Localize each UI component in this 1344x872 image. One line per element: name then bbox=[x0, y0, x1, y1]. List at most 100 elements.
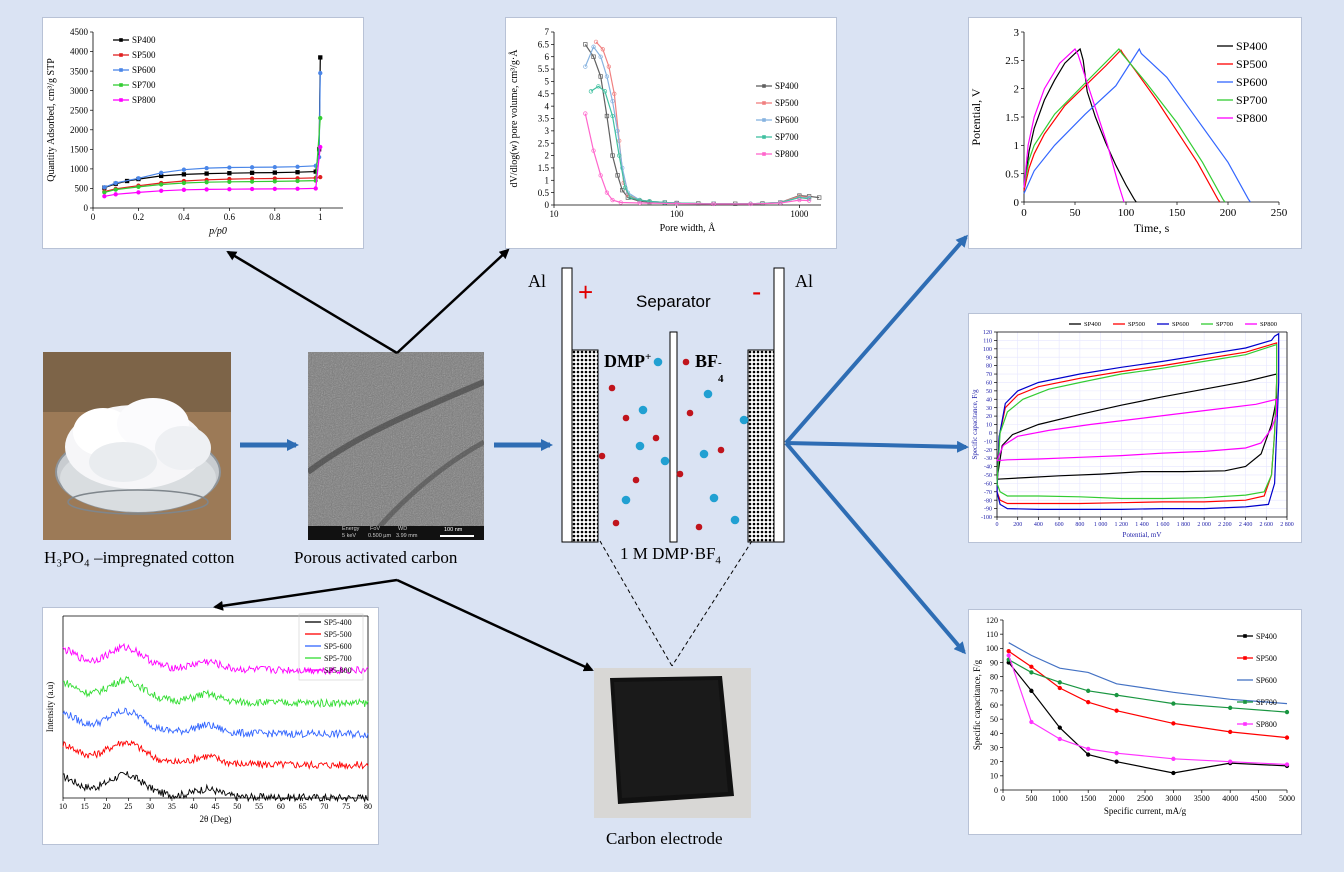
data-point bbox=[1114, 759, 1119, 764]
legend-label-sp5-500: SP5-500 bbox=[324, 630, 352, 639]
rate-chart: 0 500 1000 1500 2000 2500 3000 3500 4000 4500 5000… bbox=[972, 616, 1295, 816]
sem-scale-label: 100 nm bbox=[444, 527, 463, 533]
x-tick-label: 15 bbox=[81, 802, 89, 811]
left-carbon-layer bbox=[571, 349, 599, 543]
legend-label-sp400: SP400 bbox=[775, 81, 799, 91]
data-point bbox=[610, 197, 615, 203]
x-tick-label: 75 bbox=[342, 802, 350, 811]
dashed-line-right bbox=[671, 540, 753, 667]
legend-label-sp700: SP700 bbox=[775, 132, 799, 142]
data-point bbox=[674, 201, 679, 206]
sem-wd-value: 3.99 mm bbox=[396, 533, 418, 539]
data-point bbox=[1171, 701, 1176, 706]
anion-ion bbox=[695, 523, 703, 531]
data-point bbox=[1171, 756, 1176, 761]
y-tick-label: 10 bbox=[986, 423, 992, 429]
legend-label-sp800: SP800 bbox=[1256, 720, 1277, 729]
y-tick-label: 2.5 bbox=[538, 138, 550, 148]
x-tick-label: 1 000 bbox=[1094, 522, 1108, 528]
data-point bbox=[617, 153, 622, 158]
data-point bbox=[662, 200, 667, 205]
y-tick-label: 1.5 bbox=[538, 163, 550, 173]
cation-ion bbox=[739, 415, 749, 425]
data-point bbox=[249, 186, 255, 192]
data-point bbox=[748, 201, 753, 207]
legend-marker bbox=[762, 135, 766, 139]
data-point bbox=[1114, 751, 1119, 756]
y-tick-label: 60 bbox=[986, 381, 992, 387]
data-point bbox=[295, 186, 300, 191]
sem-wd-label: WD bbox=[398, 526, 408, 532]
y-tick-label: 20 bbox=[986, 414, 992, 420]
electrode-photo bbox=[594, 668, 751, 818]
anion-ion bbox=[717, 446, 725, 454]
x-tick-label: 20 bbox=[103, 802, 111, 811]
x-axis-label: Pore width, Å bbox=[660, 222, 717, 234]
data-point bbox=[625, 190, 631, 195]
data-point bbox=[181, 187, 187, 192]
anion-ion bbox=[682, 358, 690, 366]
data-point bbox=[593, 39, 599, 45]
data-point bbox=[181, 167, 187, 172]
legend-label-sp600: SP600 bbox=[132, 65, 156, 75]
legend-marker bbox=[1243, 634, 1247, 638]
x-tick-label: 100 bbox=[670, 209, 684, 219]
y-tick-label: 3000 bbox=[70, 86, 89, 96]
data-point bbox=[596, 84, 601, 89]
legend-marker bbox=[1243, 700, 1247, 704]
legend-marker bbox=[119, 53, 123, 57]
cotton-image bbox=[43, 352, 231, 540]
data-point bbox=[583, 42, 588, 47]
sem-energy-value: 5 keV bbox=[342, 533, 357, 539]
x-tick-label: 250 bbox=[1271, 207, 1288, 219]
y-tick-label: 110 bbox=[983, 339, 992, 345]
y-tick-label: 0.5 bbox=[1005, 169, 1019, 181]
legend-label-sp5-700: SP5-700 bbox=[324, 654, 352, 663]
legend-marker bbox=[762, 101, 766, 105]
data-point bbox=[1171, 721, 1176, 726]
x-tick-label: 0 bbox=[91, 212, 96, 222]
data-point bbox=[618, 200, 623, 205]
arrow-to-electrode bbox=[396, 578, 594, 672]
y-tick-label: 30 bbox=[986, 406, 992, 412]
data-point bbox=[588, 89, 594, 94]
legend-label-sp700: SP700 bbox=[132, 80, 156, 90]
x-tick-label: 2 600 bbox=[1260, 522, 1274, 528]
y-tick-label: 0 bbox=[1014, 197, 1020, 209]
xrd-chart-panel: 10 15 20 25 30 35 40 45 50 55 60 65 70 75 80 2θ (Deg) In… bbox=[42, 607, 379, 845]
data-point bbox=[615, 128, 620, 134]
data-point bbox=[606, 64, 612, 69]
y-axis-label: Specific capacitance, F/g bbox=[972, 659, 982, 750]
y-axis-label: dV/dlog(w) pore volume, cm³/g·Å bbox=[508, 49, 520, 188]
data-point bbox=[204, 165, 209, 171]
series-line-sp500 bbox=[1023, 49, 1221, 203]
cation-ion bbox=[621, 495, 631, 505]
series-line-sp600 bbox=[1008, 642, 1288, 705]
anion-ion bbox=[676, 470, 684, 478]
legend-label-sp500: SP500 bbox=[1256, 654, 1277, 663]
y-tick-label: 0 bbox=[84, 203, 89, 213]
data-point bbox=[806, 194, 812, 199]
x-tick-label: 400 bbox=[1034, 522, 1043, 528]
series-line-sp5-600 bbox=[62, 707, 369, 740]
y-tick-label: 0 bbox=[545, 200, 550, 210]
data-point bbox=[612, 91, 617, 96]
x-tick-label: 0.2 bbox=[133, 212, 144, 222]
anion-charge: - bbox=[718, 357, 722, 369]
x-tick-label: 65 bbox=[299, 802, 307, 811]
pore-size-chart: 10 100 1000 0 0.5 1 1.5 2 2.5 3 3.5 4 4.5 5 5.5 6 6.5 7 Po… bbox=[508, 27, 822, 234]
data-point bbox=[637, 200, 642, 206]
legend-marker bbox=[119, 38, 123, 42]
y-tick-label: 0.5 bbox=[538, 188, 550, 198]
legend-label-sp500: SP500 bbox=[1128, 321, 1145, 328]
y-tick-label: 40 bbox=[990, 729, 998, 738]
data-point bbox=[1228, 705, 1233, 710]
data-point bbox=[1057, 685, 1062, 691]
data-point bbox=[598, 54, 603, 59]
legend-box bbox=[298, 613, 364, 681]
y-tick-label: 6 bbox=[545, 52, 550, 62]
pore-size-chart-panel: 10 100 1000 0 0.5 1 1.5 2 2.5 3 3.5 4 4.5 5 5.5 6 6.5 7 Po… bbox=[505, 17, 837, 249]
x-tick-label: 4000 bbox=[1222, 794, 1238, 803]
y-tick-label: 6.5 bbox=[538, 40, 550, 50]
y-tick-label: 3.5 bbox=[538, 114, 550, 124]
